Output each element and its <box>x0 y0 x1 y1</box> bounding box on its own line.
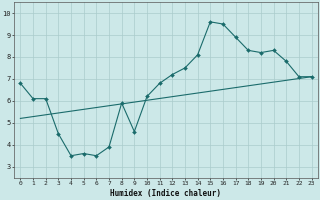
X-axis label: Humidex (Indice chaleur): Humidex (Indice chaleur) <box>110 189 221 198</box>
